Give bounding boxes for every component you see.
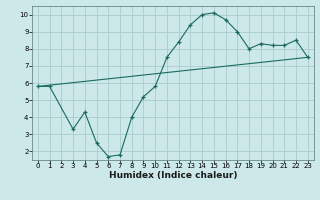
X-axis label: Humidex (Indice chaleur): Humidex (Indice chaleur): [108, 171, 237, 180]
